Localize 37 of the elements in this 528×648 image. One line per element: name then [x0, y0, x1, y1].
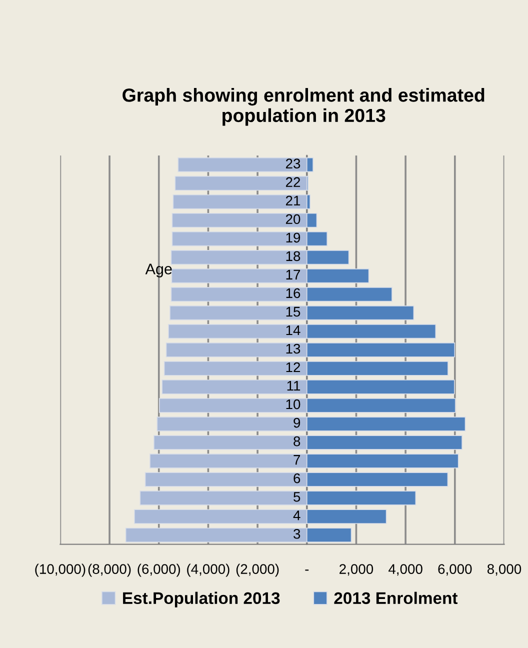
y-tick-label: 8: [294, 436, 300, 446]
x-tick-label: (6,000): [138, 564, 180, 577]
y-tick-label: 19: [286, 232, 300, 243]
x-tick-label: 2,000: [340, 564, 374, 576]
y-tick-label: 14: [286, 325, 300, 335]
y-tick-label: 3: [294, 528, 300, 539]
y-tick-label: 17: [286, 270, 300, 280]
bar: [174, 176, 308, 191]
y-tick-label: 20: [286, 214, 300, 224]
legend-label: Est.Population 2013: [123, 592, 280, 608]
chart-title: Graph showing enrolment and estimated population in 2013: [122, 88, 484, 126]
x-tick-label: (4,000): [187, 564, 230, 577]
y-tick-label: 23: [286, 158, 300, 169]
y-tick-label: 22: [286, 177, 300, 187]
y-tick-label: 5: [294, 492, 300, 502]
legend-label: 2013 Enrolment: [334, 592, 458, 604]
y-tick-label: 10: [286, 399, 300, 410]
y-tick-label: 18: [286, 251, 300, 262]
y-tick-label: 9: [294, 418, 300, 428]
y-tick-label: 11: [287, 380, 300, 391]
x-tick-label: (8,000): [88, 564, 131, 577]
y-axis-title: Age: [145, 264, 172, 278]
y-tick-label: 16: [286, 288, 300, 298]
x-tick-label: 8,000: [487, 564, 522, 576]
y-tick-label: 4: [293, 510, 300, 520]
x-tick-label: 4,000: [388, 564, 422, 576]
x-tick-label: 6,000: [438, 564, 472, 576]
x-tick-label: (2,000): [236, 564, 279, 577]
y-tick-label: 21: [286, 196, 300, 206]
y-tick-label: 12: [286, 362, 300, 372]
x-tick-label: -: [305, 570, 309, 571]
y-tick-label: 13: [286, 344, 300, 354]
y-tick-label: 6: [294, 473, 300, 484]
bar: [172, 194, 308, 210]
x-tick-label: (10,000): [35, 564, 86, 577]
y-tick-label: 15: [286, 306, 300, 317]
y-tick-label: 7: [294, 455, 300, 465]
